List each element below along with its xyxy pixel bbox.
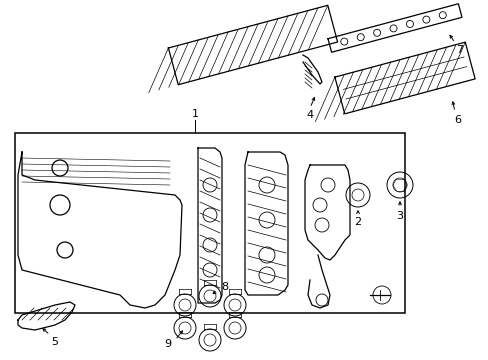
Text: 7: 7 (455, 45, 463, 55)
Text: 1: 1 (191, 109, 198, 119)
Text: 9: 9 (164, 339, 171, 349)
Text: 4: 4 (306, 110, 313, 120)
Text: 8: 8 (221, 282, 228, 292)
Bar (15, 133, 404, 313)
Text: 3: 3 (396, 211, 403, 221)
Text: 5: 5 (51, 337, 59, 347)
Text: 6: 6 (453, 115, 461, 125)
Text: 2: 2 (354, 217, 361, 227)
